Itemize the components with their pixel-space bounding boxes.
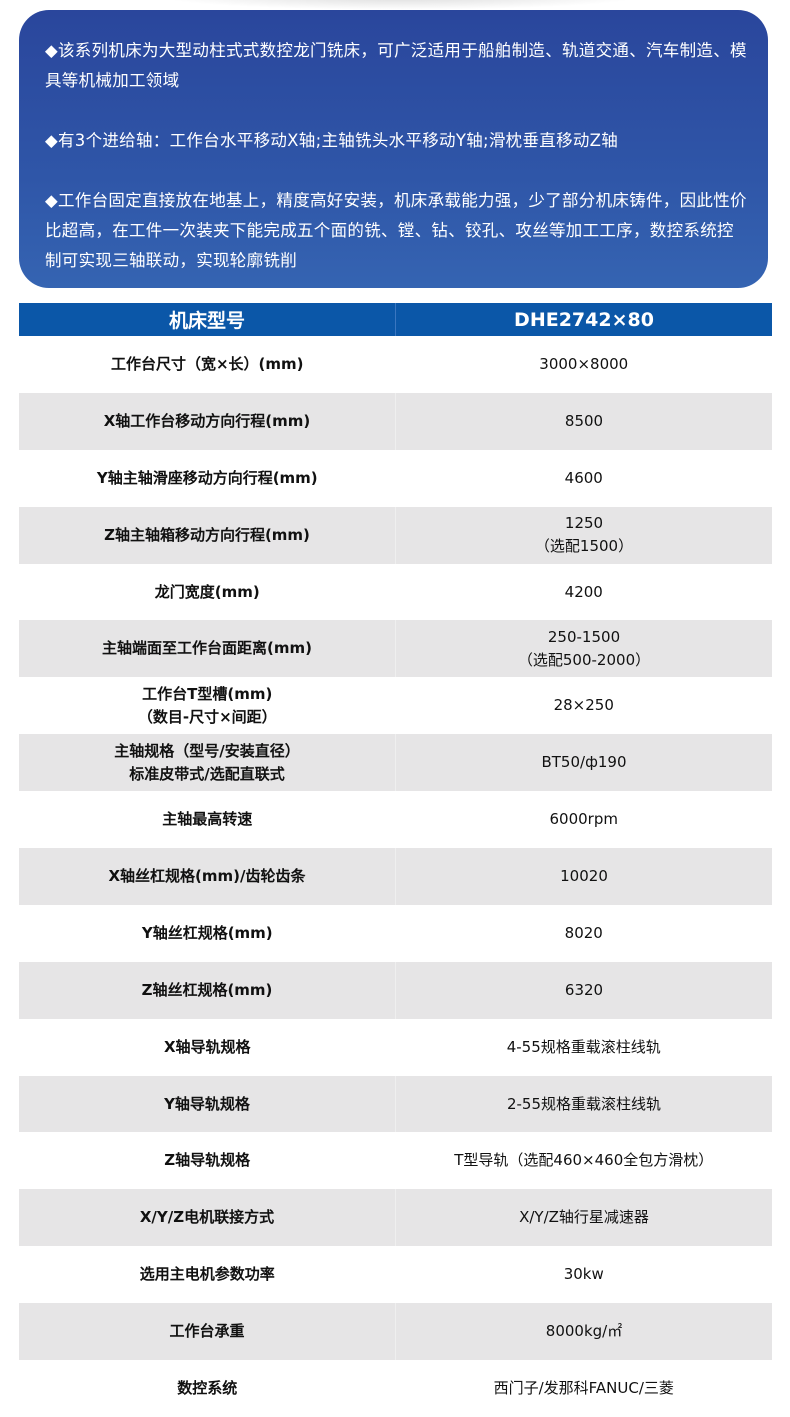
table-row: 主轴端面至工作台面距离(mm) 250-1500 （选配500-2000） [19, 620, 772, 678]
spec-value: T型导轨（选配460×460全包方滑枕） [454, 1151, 714, 1170]
spec-value: 8500 [395, 392, 772, 450]
table-row: 数控系统 西门子/发那科FANUC/三菱 [19, 1360, 772, 1417]
table-row: X轴丝杠规格(mm)/齿轮齿条 10020 [19, 848, 772, 905]
spec-name: 工作台T型槽(mm) （数目-尺寸×间距） [137, 684, 277, 726]
table-row: Y轴导轨规格 2-55规格重载滚柱线轨 [19, 1075, 772, 1133]
spec-name: 工作台承重 [19, 1303, 396, 1361]
intro-paragraph: ◆工作台固定直接放在地基上，精度高好安装，机床承载能力强，少了部分机床铸件，因此… [45, 191, 747, 270]
spec-name: Z轴导轨规格 [164, 1151, 251, 1170]
spec-value: 2-55规格重载滚柱线轨 [395, 1075, 772, 1133]
table-row: 主轴规格（型号/安装直径） 标准皮带式/选配直联式 BT50/ф190 [19, 734, 772, 792]
spec-value: 6320 [395, 961, 772, 1019]
spec-value: 4200 [564, 582, 603, 601]
spec-name: Z轴丝杠规格(mm) [19, 961, 396, 1019]
intro-paragraph: ◆有3个进给轴：工作台水平移动X轴;主轴铣头水平移动Y轴;滑枕垂直移动Z轴 [45, 131, 619, 150]
table-row: Z轴主轴箱移动方向行程(mm) 1250 （选配1500） [19, 506, 772, 564]
spec-name: Y轴丝杠规格(mm) [141, 923, 273, 942]
table-row: X轴工作台移动方向行程(mm) 8500 [19, 392, 772, 450]
spec-name: X轴丝杠规格(mm)/齿轮齿条 [19, 848, 396, 905]
table-row: 工作台T型槽(mm) （数目-尺寸×间距） 28×250 [19, 677, 772, 734]
spec-name: 主轴最高转速 [162, 810, 253, 829]
spec-name: 主轴端面至工作台面距离(mm) [19, 620, 396, 678]
table-row: 主轴最高转速 6000rpm [19, 791, 772, 848]
spec-name: 龙门宽度(mm) [154, 582, 260, 601]
header-label: 机床型号 [19, 303, 396, 336]
spec-value: 8000kg/㎡ [395, 1303, 772, 1361]
spec-value: 1250 （选配1500） [395, 506, 772, 564]
table-row: Z轴丝杠规格(mm) 6320 [19, 961, 772, 1019]
intro-paragraph: ◆该系列机床为大型动柱式式数控龙门铣床，可广泛适用于船舶制造、轨道交通、汽车制造… [45, 41, 747, 90]
table-row: X轴导轨规格 4-55规格重载滚柱线轨 [19, 1019, 772, 1076]
spec-name: X轴工作台移动方向行程(mm) [19, 392, 396, 450]
spec-value: BT50/ф190 [395, 734, 772, 792]
spec-name: 工作台尺寸（宽×长）(mm) [110, 354, 304, 373]
spec-name: 主轴规格（型号/安装直径） 标准皮带式/选配直联式 [19, 734, 396, 792]
spec-value: 28×250 [553, 696, 614, 715]
table-row: 选用主电机参数功率 30kw [19, 1246, 772, 1303]
table-row: X/Y/Z电机联接方式 X/Y/Z轴行星减速器 [19, 1189, 772, 1247]
spec-value: 10020 [395, 848, 772, 905]
intro-panel: ◆该系列机床为大型动柱式式数控龙门铣床，可广泛适用于船舶制造、轨道交通、汽车制造… [19, 10, 768, 288]
spec-name: Z轴主轴箱移动方向行程(mm) [19, 506, 396, 564]
spec-value: 西门子/发那科FANUC/三菱 [493, 1378, 674, 1397]
table-row: 工作台承重 8000kg/㎡ [19, 1303, 772, 1361]
spec-value: 250-1500 （选配500-2000） [395, 620, 772, 678]
spec-value: 6000rpm [549, 810, 618, 829]
spec-value: 4600 [564, 468, 603, 487]
spec-table: 机床型号 DHE2742×80 工作台尺寸（宽×长）(mm) 3000×8000 X… [19, 303, 772, 1417]
spec-name: 数控系统 [177, 1378, 238, 1397]
spec-value: 3000×8000 [539, 354, 629, 373]
top-shadow [150, 0, 650, 10]
table-row: 工作台尺寸（宽×长）(mm) 3000×8000 [19, 336, 772, 393]
spec-name: Y轴导轨规格 [19, 1075, 396, 1133]
spec-name: Y轴主轴滑座移动方向行程(mm) [96, 468, 318, 487]
spec-name: 选用主电机参数功率 [139, 1265, 275, 1284]
table-row: 龙门宽度(mm) 4200 [19, 564, 772, 621]
table-row: Y轴主轴滑座移动方向行程(mm) 4600 [19, 450, 772, 507]
spec-value: 8020 [564, 923, 603, 942]
table-row: Y轴丝杠规格(mm) 8020 [19, 905, 772, 962]
table-header: 机床型号 DHE2742×80 [19, 303, 772, 336]
spec-name: X/Y/Z电机联接方式 [19, 1189, 396, 1247]
header-model: DHE2742×80 [395, 303, 772, 336]
spec-name: X轴导轨规格 [163, 1037, 251, 1056]
spec-value: X/Y/Z轴行星减速器 [395, 1189, 772, 1247]
spec-value: 4-55规格重载滚柱线轨 [506, 1037, 661, 1056]
spec-value: 30kw [563, 1265, 604, 1284]
table-row: Z轴导轨规格 T型导轨（选配460×460全包方滑枕） [19, 1132, 772, 1189]
